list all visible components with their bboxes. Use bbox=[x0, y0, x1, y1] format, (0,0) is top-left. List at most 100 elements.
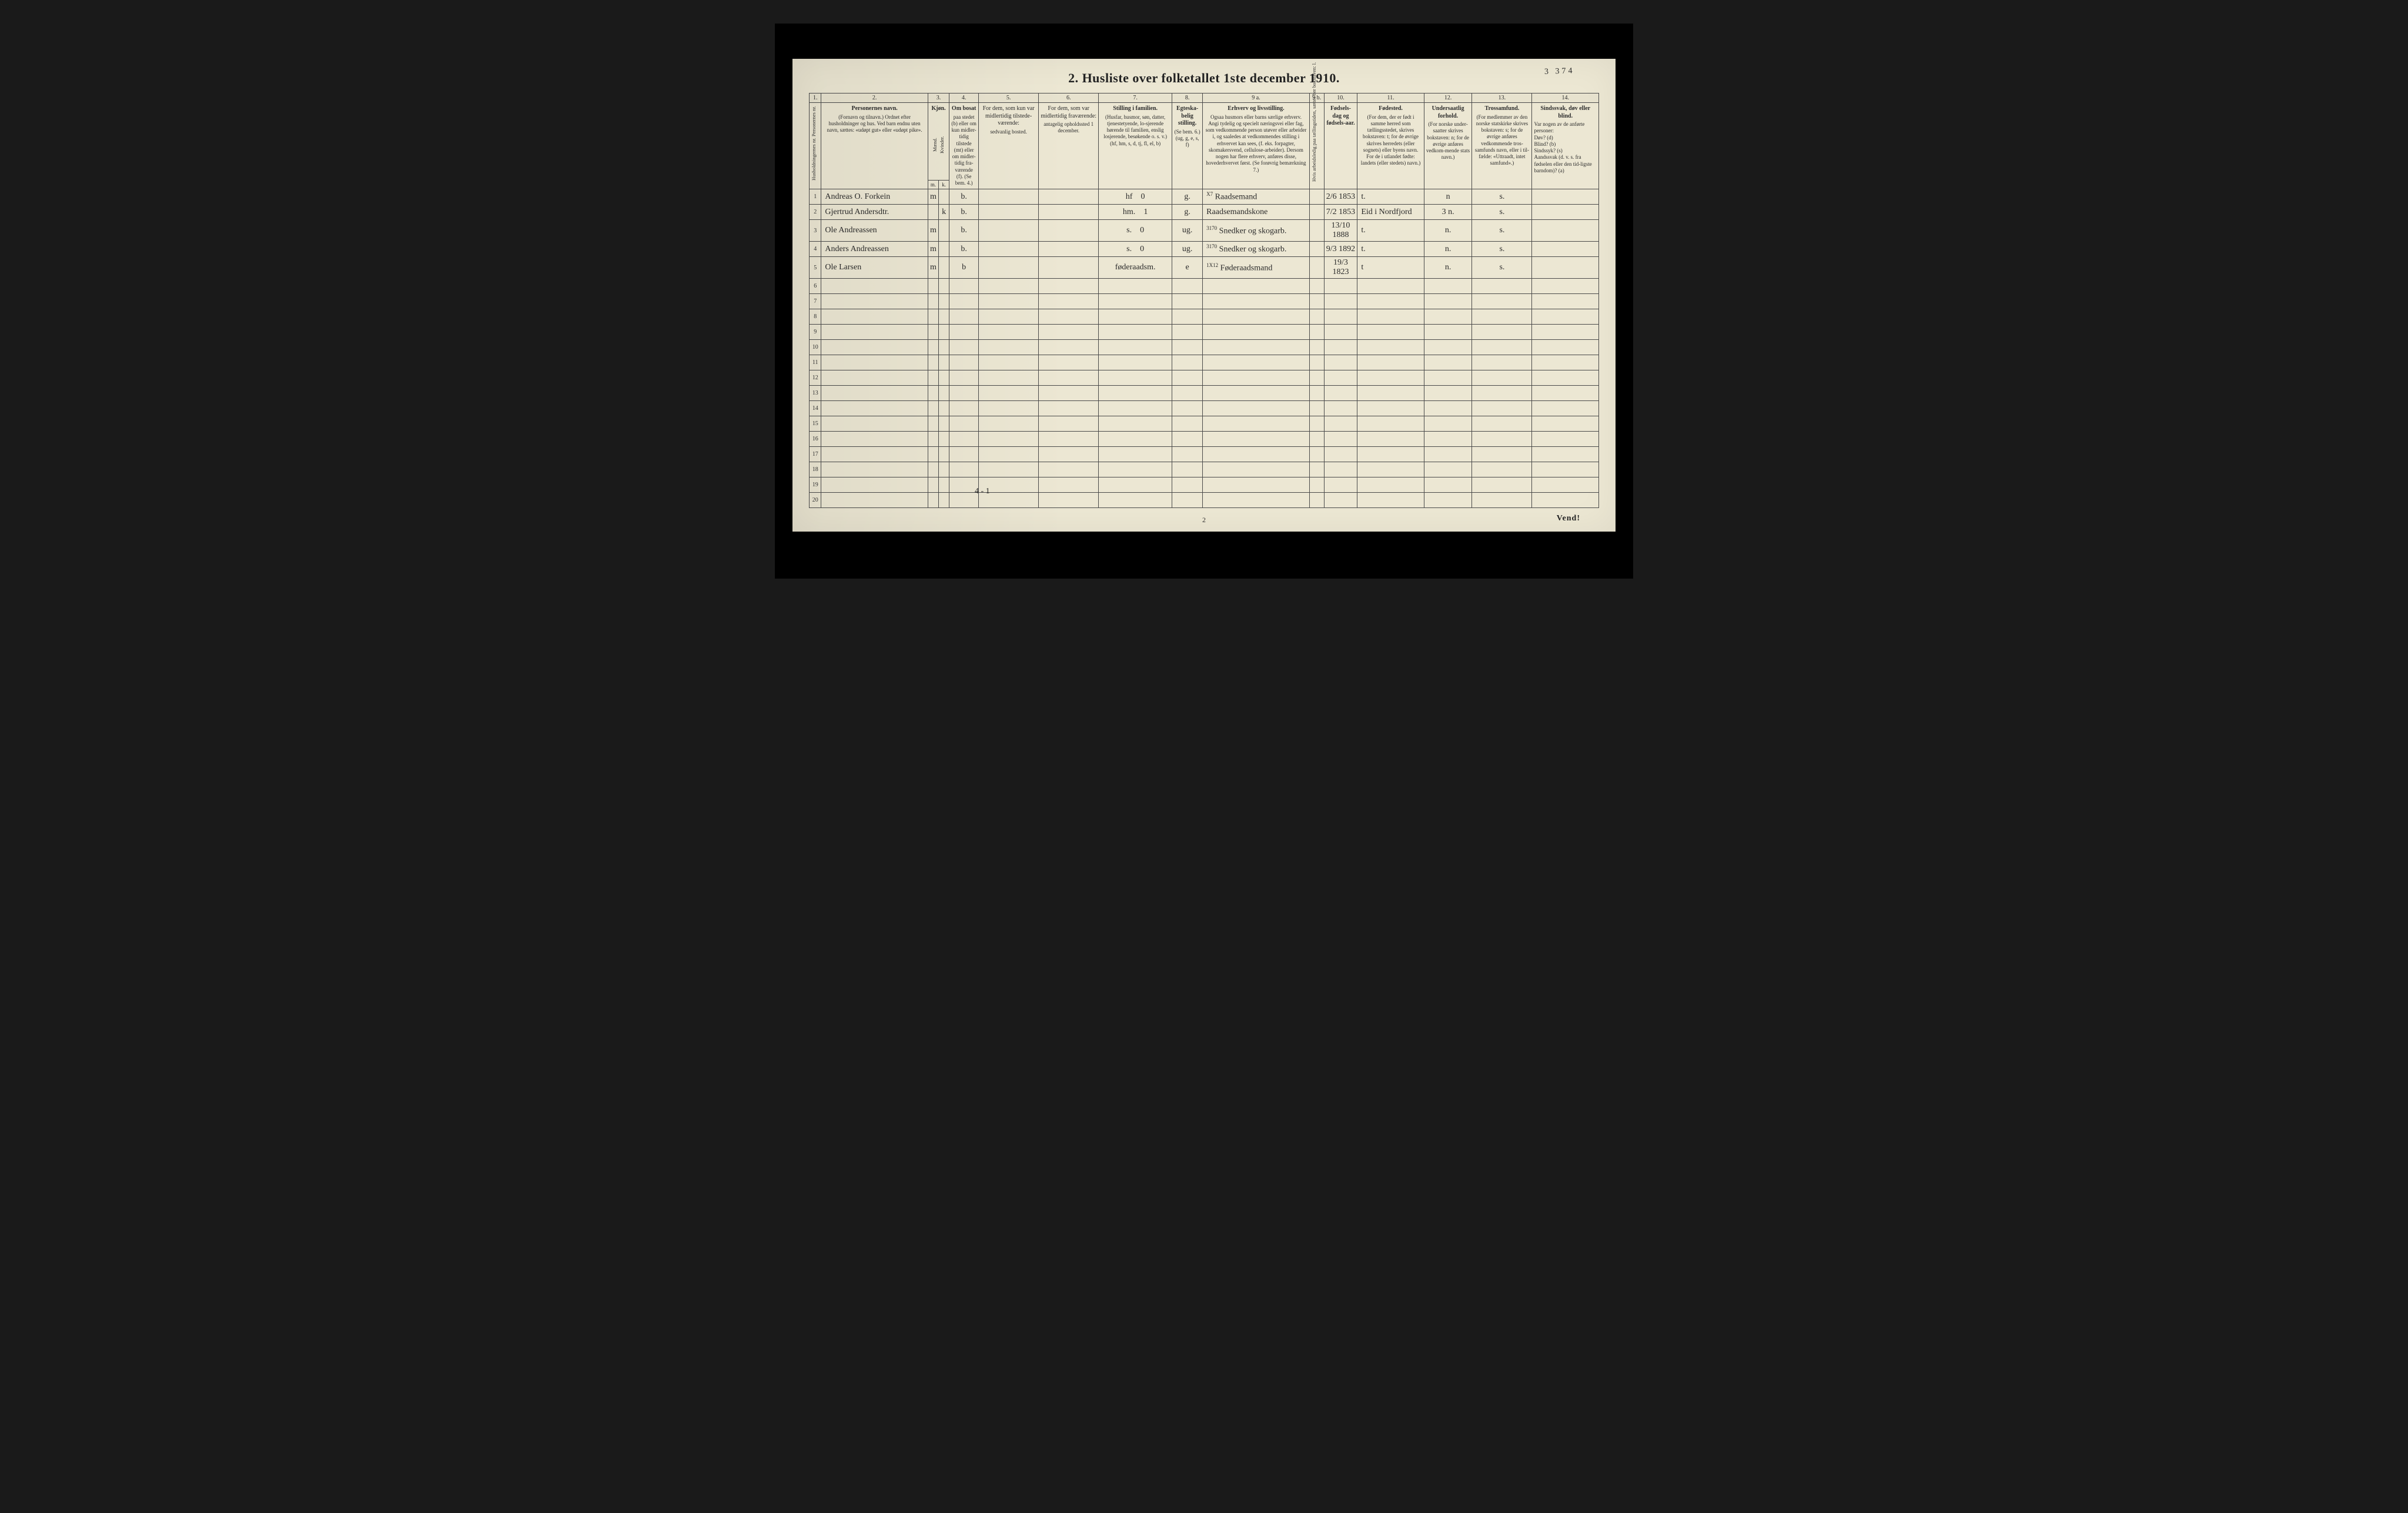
cell-empty bbox=[1472, 386, 1532, 401]
cell-temp-absent bbox=[1039, 220, 1099, 242]
cell-birthdate: 2/6 1853 bbox=[1324, 189, 1357, 205]
cell-empty bbox=[1203, 340, 1309, 355]
table-row-empty: 13 bbox=[810, 386, 1599, 401]
cell-empty bbox=[949, 279, 979, 294]
table-row-empty: 6 bbox=[810, 279, 1599, 294]
cell-empty bbox=[939, 447, 949, 462]
cell-empty bbox=[928, 416, 938, 432]
cell-empty bbox=[1472, 447, 1532, 462]
colnum-6: 6. bbox=[1039, 93, 1099, 103]
cell-empty bbox=[939, 462, 949, 477]
hdr-marital: Egteska-belig stilling. (Se bem. 6.) (ug… bbox=[1172, 103, 1203, 189]
cell-empty bbox=[821, 370, 928, 386]
cell-empty bbox=[1532, 462, 1599, 477]
cell-empty bbox=[949, 340, 979, 355]
cell-sex-m: m bbox=[928, 257, 938, 279]
cell-religion: s. bbox=[1472, 220, 1532, 242]
cell-temp-present bbox=[979, 242, 1039, 257]
cell-birthdate: 7/2 1853 bbox=[1324, 205, 1357, 220]
cell-empty bbox=[949, 370, 979, 386]
cell-empty bbox=[1203, 294, 1309, 309]
cell-empty bbox=[1099, 462, 1172, 477]
cell-empty bbox=[1424, 447, 1472, 462]
cell-empty bbox=[1099, 477, 1172, 493]
cell-empty bbox=[1357, 355, 1424, 370]
cell-empty bbox=[1472, 432, 1532, 447]
table-row-empty: 16 bbox=[810, 432, 1599, 447]
cell-empty bbox=[1357, 462, 1424, 477]
table-row-empty: 7 bbox=[810, 294, 1599, 309]
colnum-2: 2. bbox=[821, 93, 928, 103]
cell-empty bbox=[939, 355, 949, 370]
hdr-name: Personernes navn. (Fornavn og tilnavn.) … bbox=[821, 103, 928, 189]
cell-empty bbox=[1099, 401, 1172, 416]
cell-rownum: 17 bbox=[810, 447, 821, 462]
cell-empty bbox=[928, 279, 938, 294]
cell-empty bbox=[1472, 279, 1532, 294]
cell-empty bbox=[928, 447, 938, 462]
cell-empty bbox=[1172, 309, 1203, 325]
cell-empty bbox=[1472, 325, 1532, 340]
cell-empty bbox=[979, 447, 1039, 462]
cell-sex-k bbox=[939, 189, 949, 205]
cell-birthplace: t. bbox=[1357, 220, 1424, 242]
cell-empty bbox=[928, 432, 938, 447]
table-row-empty: 14 bbox=[810, 401, 1599, 416]
scan-frame: 3 374 2. Husliste over folketallet 1ste … bbox=[775, 24, 1633, 579]
cell-empty bbox=[979, 462, 1039, 477]
cell-empty bbox=[1309, 340, 1324, 355]
cell-empty bbox=[1309, 294, 1324, 309]
cell-occupation: 3170 Snedker og skogarb. bbox=[1203, 220, 1309, 242]
cell-empty bbox=[979, 325, 1039, 340]
cell-empty bbox=[1099, 279, 1172, 294]
cell-empty bbox=[1099, 309, 1172, 325]
cell-disability bbox=[1532, 205, 1599, 220]
cell-rownum: 6 bbox=[810, 279, 821, 294]
cell-empty bbox=[1424, 279, 1472, 294]
cell-empty bbox=[928, 309, 938, 325]
cell-empty bbox=[821, 493, 928, 508]
cell-bosat: b. bbox=[949, 220, 979, 242]
cell-empty bbox=[1532, 416, 1599, 432]
cell-empty bbox=[1039, 432, 1099, 447]
cell-empty bbox=[1532, 309, 1599, 325]
cell-empty bbox=[1532, 386, 1599, 401]
cell-empty bbox=[979, 279, 1039, 294]
cell-empty bbox=[979, 416, 1039, 432]
hdr-religion: Trossamfund. (For medlemmer av den norsk… bbox=[1472, 103, 1532, 189]
cell-name: Anders Andreassen bbox=[821, 242, 928, 257]
cell-temp-present bbox=[979, 220, 1039, 242]
cell-unemployed bbox=[1309, 189, 1324, 205]
cell-citizenship: 3 n. bbox=[1424, 205, 1472, 220]
cell-empty bbox=[821, 340, 928, 355]
cell-occupation: 3170 Snedker og skogarb. bbox=[1203, 242, 1309, 257]
colnum-1: 1. bbox=[810, 93, 821, 103]
cell-empty bbox=[1203, 325, 1309, 340]
cell-empty bbox=[1424, 401, 1472, 416]
cell-empty bbox=[1357, 386, 1424, 401]
cell-sex-m: m bbox=[928, 242, 938, 257]
cell-empty bbox=[1532, 447, 1599, 462]
cell-unemployed bbox=[1309, 205, 1324, 220]
cell-occupation: X7 Raadsemand bbox=[1203, 189, 1309, 205]
table-row-empty: 19 bbox=[810, 477, 1599, 493]
cell-sex-m: m bbox=[928, 220, 938, 242]
cell-empty bbox=[1357, 401, 1424, 416]
cell-empty bbox=[1099, 370, 1172, 386]
cell-marital: ug. bbox=[1172, 220, 1203, 242]
cell-empty bbox=[939, 432, 949, 447]
cell-occupation: Raadsemandskone bbox=[1203, 205, 1309, 220]
cell-empty bbox=[1357, 416, 1424, 432]
cell-empty bbox=[821, 355, 928, 370]
table-row-empty: 17 bbox=[810, 447, 1599, 462]
cell-rownum: 10 bbox=[810, 340, 821, 355]
hdr-birthdate: Fødsels-dag og fødsels-aar. bbox=[1324, 103, 1357, 189]
cell-temp-absent bbox=[1039, 205, 1099, 220]
cell-empty bbox=[1172, 462, 1203, 477]
hdr-birthplace: Fødested. (For dem, der er født i samme … bbox=[1357, 103, 1424, 189]
cell-empty bbox=[1357, 294, 1424, 309]
cell-empty bbox=[939, 340, 949, 355]
cell-rownum: 4 bbox=[810, 242, 821, 257]
cell-empty bbox=[1424, 386, 1472, 401]
cell-disability bbox=[1532, 257, 1599, 279]
